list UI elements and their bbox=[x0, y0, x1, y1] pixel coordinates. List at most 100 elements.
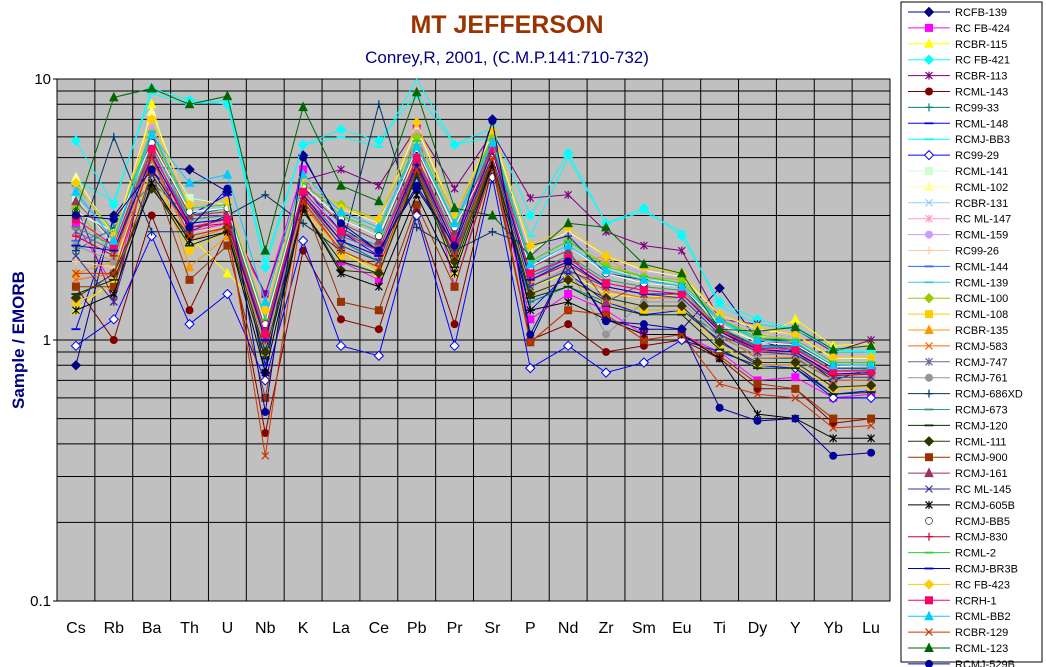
legend-entry: RC FB-424 bbox=[908, 23, 1010, 35]
data-point bbox=[261, 190, 270, 199]
legend-entry: RCMJ-605B bbox=[908, 500, 1015, 512]
axes: 0.1 1 10 Cs Rb Ba Th U Nb K La Ce Pb Pr Sr P Nd Zr Sm Eu Ti D… bbox=[30, 71, 880, 637]
legend-label: RCMJ-747 bbox=[955, 357, 1008, 369]
legend-marker bbox=[925, 230, 933, 239]
data-point bbox=[525, 258, 536, 269]
x-tick-label: Ti bbox=[713, 620, 726, 637]
legend-marker bbox=[925, 357, 933, 366]
legend-label: RCBR-131 bbox=[955, 198, 1008, 210]
series-line bbox=[75, 127, 872, 399]
data-point bbox=[71, 282, 80, 291]
data-point bbox=[374, 282, 383, 291]
x-tick-label: Pb bbox=[407, 620, 427, 637]
data-point bbox=[829, 424, 838, 432]
data-point bbox=[146, 129, 157, 140]
legend-label: RCMJ-673 bbox=[955, 405, 1008, 417]
data-point bbox=[336, 206, 346, 216]
data-point bbox=[222, 267, 233, 278]
legend-label: RCMJ-761 bbox=[955, 373, 1008, 385]
legend-label: RCMJ-BR3B bbox=[955, 564, 1018, 576]
data-point bbox=[260, 375, 271, 386]
data-point bbox=[412, 200, 421, 209]
series-rcbr-129 bbox=[72, 153, 875, 460]
legend-entry: RCML-143 bbox=[908, 87, 1008, 99]
data-point bbox=[223, 184, 232, 193]
data-point bbox=[865, 392, 877, 404]
data-point bbox=[828, 359, 839, 370]
data-point bbox=[564, 232, 573, 241]
legend-label: RC FB-424 bbox=[955, 23, 1010, 35]
data-point bbox=[526, 269, 535, 278]
legend-label: RCML-2 bbox=[955, 548, 996, 560]
legend-label: RC99-29 bbox=[955, 150, 999, 162]
data-point bbox=[337, 165, 345, 174]
data-point bbox=[450, 241, 459, 250]
data-point bbox=[639, 286, 648, 295]
legend-label: RCML-159 bbox=[955, 230, 1008, 242]
x-tick-label: Y bbox=[790, 620, 801, 637]
data-point bbox=[375, 232, 383, 240]
legend-entry: RC ML-145 bbox=[908, 484, 1011, 496]
data-point bbox=[525, 210, 536, 221]
legend-entry: RCML-144 bbox=[908, 261, 1008, 273]
legend-marker bbox=[925, 485, 933, 493]
data-point bbox=[108, 91, 119, 102]
legend-entry: RCMJ-686XD bbox=[908, 389, 1023, 401]
data-point bbox=[109, 297, 118, 306]
legend-label: RCFB-139 bbox=[955, 7, 1007, 19]
legend-entry: RCML-159 bbox=[908, 230, 1008, 242]
data-point bbox=[261, 368, 270, 377]
x-tick-label: Dy bbox=[748, 620, 768, 637]
series-line bbox=[75, 77, 872, 353]
data-point bbox=[450, 269, 459, 278]
data-point bbox=[602, 330, 611, 339]
legend-marker bbox=[925, 341, 933, 350]
data-point bbox=[374, 235, 384, 245]
legend-marker bbox=[925, 310, 933, 319]
y-tick-label: 10 bbox=[34, 71, 51, 88]
legend-entry: RCMJ-529B bbox=[908, 659, 1015, 667]
y-tick-label: 1 bbox=[43, 332, 51, 349]
legend-label: RCRH-1 bbox=[955, 595, 997, 607]
data-point bbox=[639, 258, 649, 269]
data-point bbox=[261, 429, 270, 438]
data-point bbox=[184, 164, 195, 175]
data-point bbox=[639, 241, 648, 250]
data-point bbox=[72, 269, 80, 278]
legend-marker bbox=[924, 38, 934, 48]
x-tick-label: Ce bbox=[369, 620, 390, 637]
data-point bbox=[601, 264, 611, 275]
data-point bbox=[71, 232, 80, 241]
data-point bbox=[790, 321, 801, 332]
data-point bbox=[297, 235, 309, 246]
data-point bbox=[184, 177, 195, 187]
data-point bbox=[147, 144, 156, 153]
data-point bbox=[677, 290, 686, 299]
data-point bbox=[450, 320, 459, 329]
x-tick-label: Ba bbox=[142, 620, 162, 637]
data-point bbox=[146, 230, 157, 242]
data-point bbox=[412, 190, 421, 199]
legend-entry: RC99-33 bbox=[908, 102, 999, 114]
data-point bbox=[828, 343, 839, 354]
data-point bbox=[714, 313, 725, 324]
data-point bbox=[602, 317, 611, 326]
legend-label: RC FB-421 bbox=[955, 55, 1010, 67]
data-point bbox=[337, 269, 345, 278]
data-point bbox=[867, 434, 875, 443]
data-point bbox=[260, 262, 271, 273]
data-point bbox=[790, 336, 801, 347]
data-point bbox=[146, 82, 157, 93]
legend-entry: RCML-111 bbox=[908, 436, 1007, 448]
legend-entry: RCML-102 bbox=[908, 181, 1008, 194]
legend-label: RCML-111 bbox=[955, 436, 1007, 448]
data-point bbox=[72, 306, 80, 315]
legend-label: RCBR-129 bbox=[955, 627, 1008, 639]
legend-entry: RCML-148 bbox=[908, 118, 1008, 130]
data-point bbox=[185, 232, 194, 241]
data-point bbox=[109, 132, 118, 141]
data-point bbox=[184, 261, 195, 272]
data-point bbox=[827, 381, 839, 393]
legend-marker bbox=[925, 246, 933, 255]
data-point bbox=[525, 250, 536, 260]
